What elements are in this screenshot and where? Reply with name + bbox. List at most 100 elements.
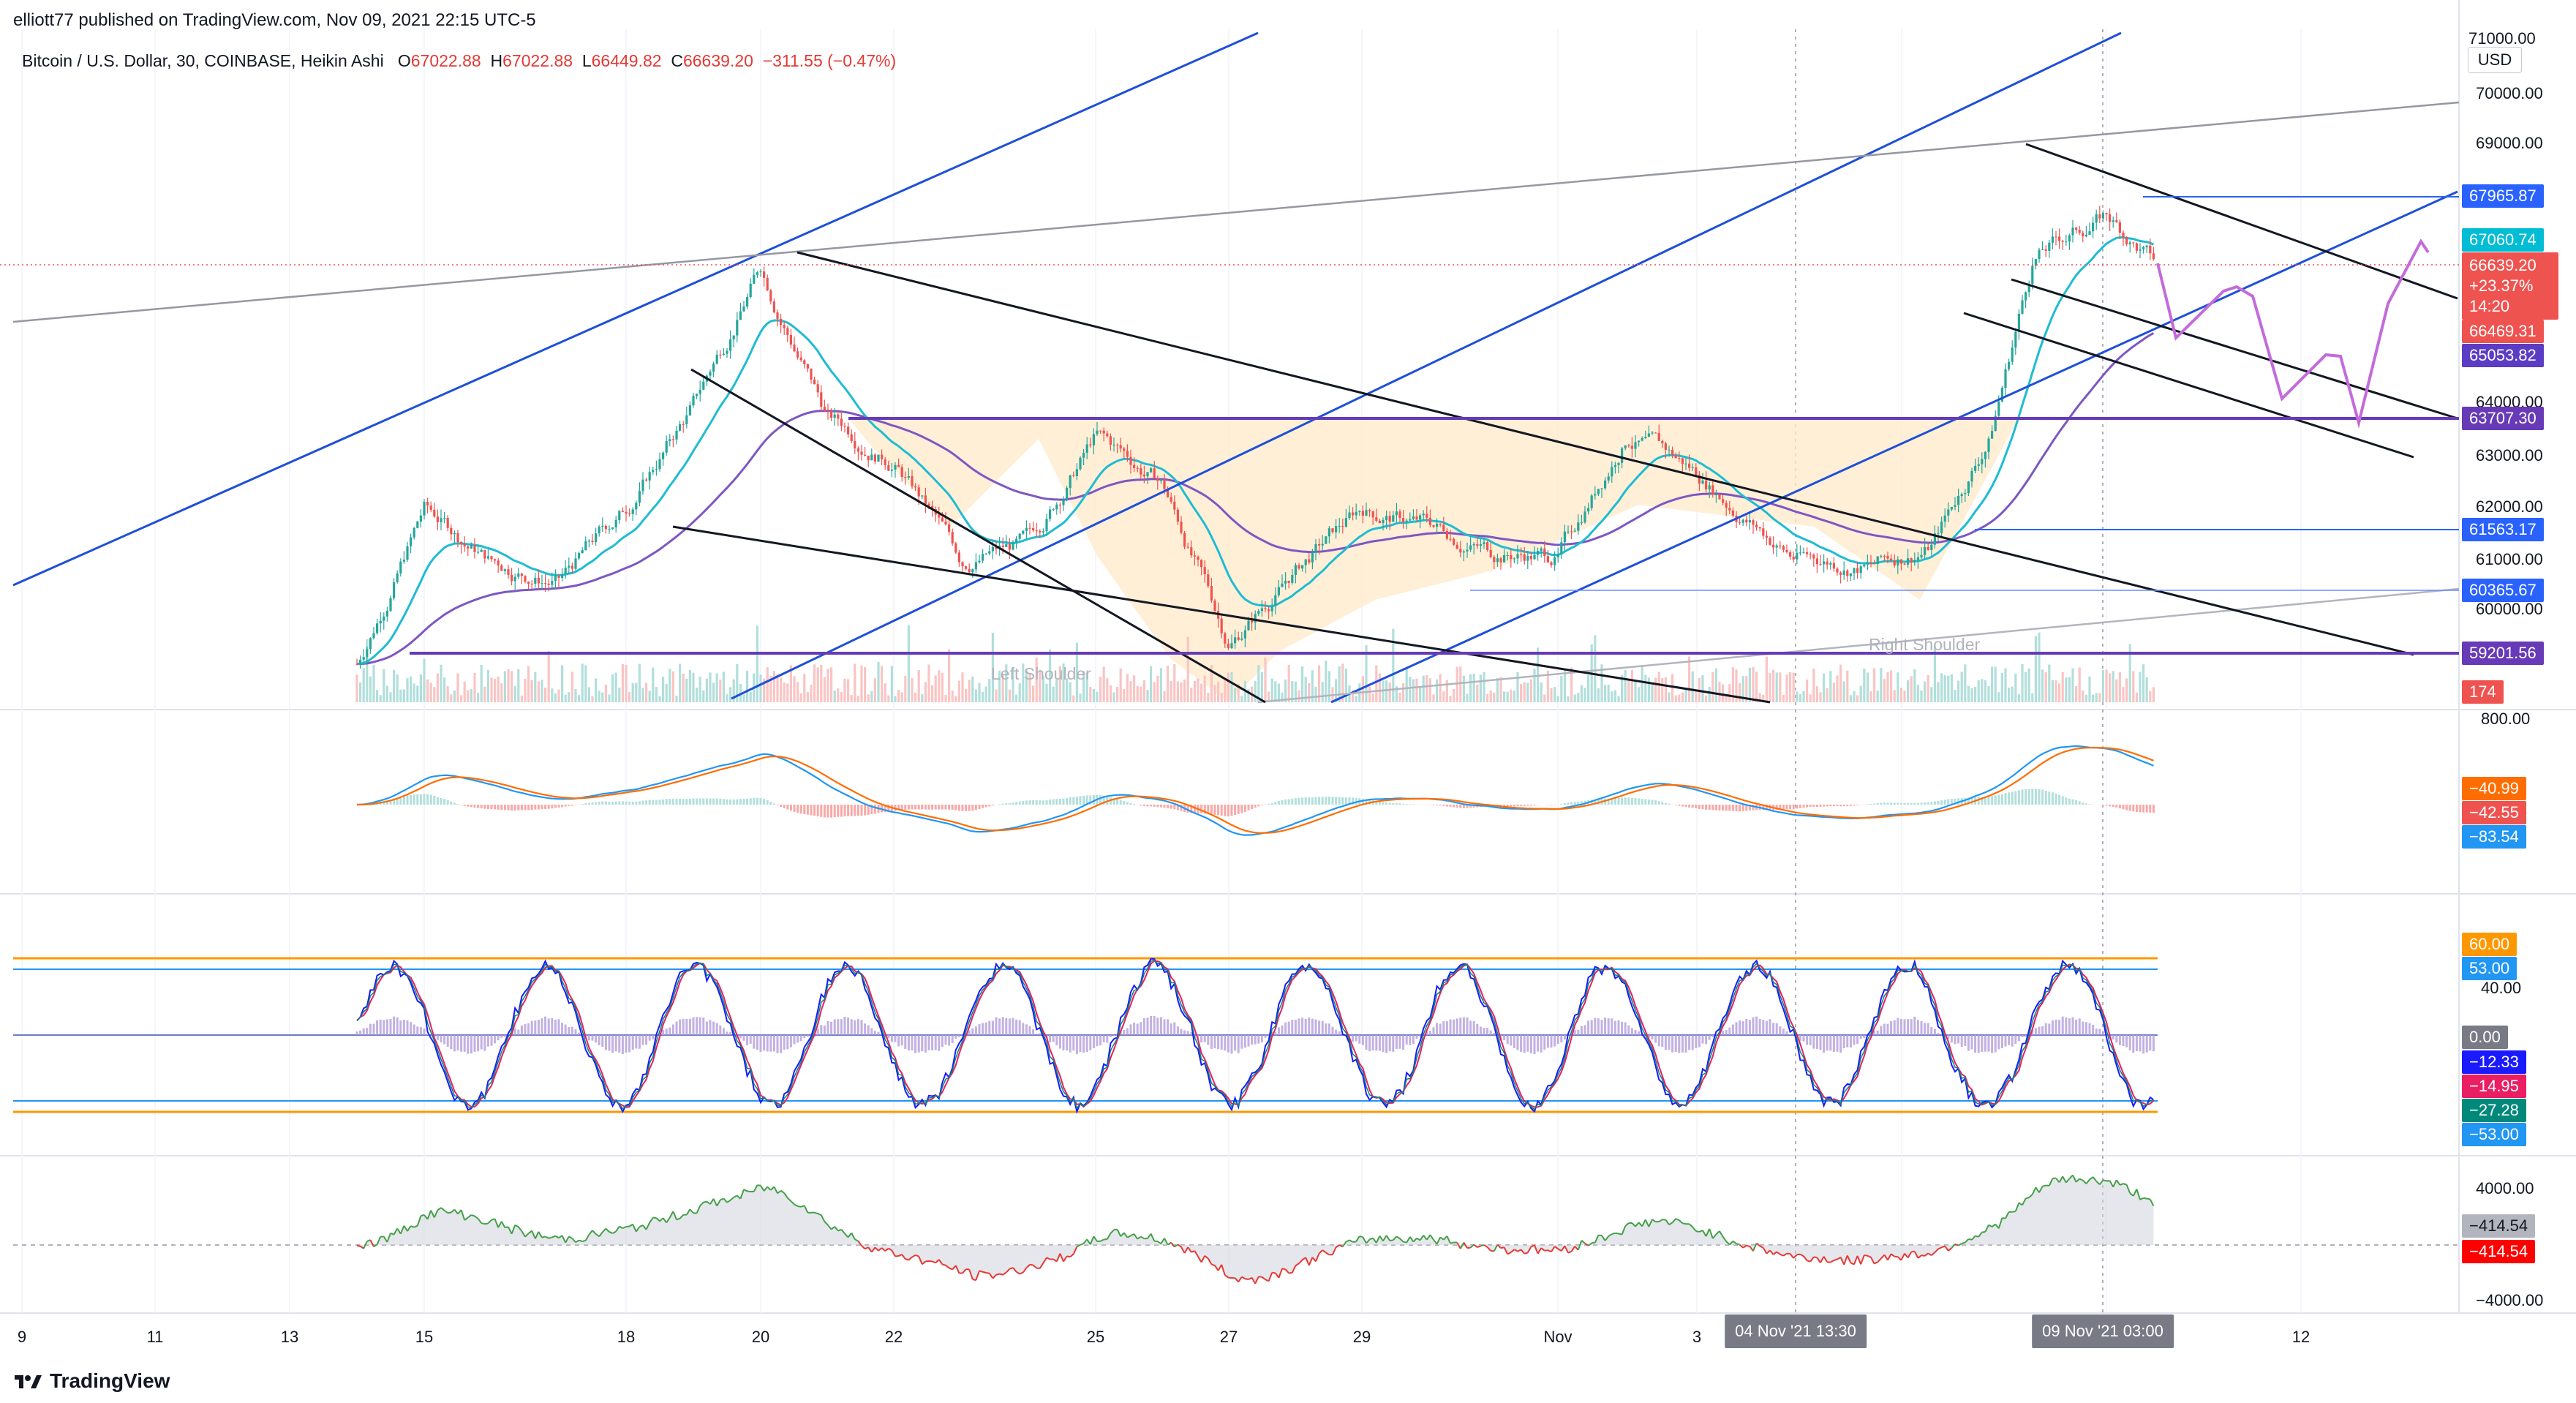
- volume-bar: [854, 663, 856, 702]
- stoch-histogram-bar: [564, 1024, 567, 1035]
- volume-bar: [766, 667, 769, 702]
- macd-histogram-bar: [1298, 797, 1300, 805]
- stoch-histogram-bar: [1815, 1035, 1818, 1049]
- stoch-histogram-bar: [1681, 1035, 1684, 1053]
- candle-body: [1109, 436, 1112, 445]
- macd-histogram-bar: [1964, 798, 1967, 805]
- volume-bar: [1355, 696, 1357, 702]
- tradingview-logo[interactable]: TradingView: [13, 1369, 170, 1393]
- ohlc-c-value: 66639.20: [682, 51, 753, 70]
- candle-body: [1661, 440, 1664, 444]
- stoch-histogram-bar: [1270, 1031, 1273, 1035]
- volume-bar: [641, 688, 644, 702]
- candle-body: [1594, 494, 1597, 496]
- volume-bar: [1462, 675, 1465, 702]
- volume-bar: [1567, 696, 1570, 702]
- currency-button[interactable]: USD: [2468, 47, 2522, 73]
- stoch-histogram-bar: [1224, 1035, 1227, 1051]
- oscillator-segment: [1843, 1255, 1848, 1265]
- stoch-histogram-bar: [1752, 1017, 1755, 1035]
- oscillator-segment: [1362, 1236, 1367, 1244]
- stoch-histogram-bar: [1533, 1035, 1536, 1055]
- stoch-histogram-bar: [568, 1027, 570, 1035]
- candle-body: [957, 552, 960, 563]
- oscillator-segment: [1705, 1228, 1711, 1237]
- candle-body: [1035, 530, 1038, 532]
- symbol-name[interactable]: Bitcoin / U.S. Dollar, 30, COINBASE, Hei…: [22, 51, 384, 70]
- volume-bar: [1422, 675, 1425, 702]
- volume-bar: [1327, 671, 1330, 702]
- oscillator-segment: [1682, 1222, 1687, 1225]
- oscillator-segment: [1423, 1235, 1428, 1241]
- oscillator-segment: [541, 1235, 546, 1238]
- macd-histogram-bar: [719, 798, 722, 805]
- candle-body: [1913, 560, 1916, 563]
- candle-body: [1028, 527, 1031, 529]
- volume-bar: [402, 689, 405, 702]
- macd-histogram-bar: [1681, 805, 1684, 807]
- candle-body: [1916, 557, 1919, 560]
- volume-bar: [652, 667, 655, 702]
- candle-body: [1499, 558, 1502, 563]
- oscillator-segment: [938, 1259, 944, 1265]
- stoch-histogram-bar: [1069, 1035, 1072, 1053]
- macd-histogram-bar: [1022, 801, 1025, 805]
- volume-bar: [1789, 672, 1792, 702]
- stoch-histogram-bar: [1671, 1035, 1674, 1053]
- volume-bar: [1880, 668, 1883, 702]
- oscillator-segment: [1958, 1243, 1962, 1246]
- oscillator-segment: [2112, 1179, 2117, 1188]
- macd-histogram-bar: [712, 798, 715, 805]
- candle-body: [1556, 553, 1559, 557]
- macd-histogram-bar: [1308, 797, 1311, 805]
- stoch-histogram-bar: [1483, 1028, 1485, 1035]
- oscillator-segment: [1900, 1253, 1905, 1261]
- stoch-histogram-bar: [1294, 1020, 1297, 1035]
- stoch-histogram-bar: [763, 1035, 766, 1051]
- macd-histogram-bar: [601, 801, 604, 805]
- volume-bar: [1647, 677, 1650, 702]
- stoch-histogram-bar: [709, 1020, 712, 1035]
- candle-body: [1304, 559, 1307, 565]
- stoch-histogram-bar: [2038, 1026, 2041, 1035]
- volume-bar: [1126, 674, 1129, 702]
- volume-bar: [1556, 696, 1559, 702]
- oscillator-segment: [421, 1214, 425, 1217]
- oscillator-segment: [471, 1214, 475, 1217]
- macd-histogram-bar: [736, 799, 739, 805]
- stoch-histogram-bar: [1510, 1035, 1513, 1046]
- volume-bar: [2044, 672, 2047, 702]
- candle-body: [995, 546, 998, 549]
- volume-bar: [1758, 693, 1761, 702]
- oscillator-segment: [1860, 1255, 1865, 1265]
- volume-bar: [1974, 686, 1977, 702]
- oscillator-segment: [726, 1199, 731, 1203]
- oscillator-segment: [1732, 1241, 1737, 1244]
- macd-histogram-bar: [1641, 799, 1643, 805]
- candle-body: [570, 565, 573, 569]
- stoch-histogram-bar: [904, 1035, 907, 1050]
- macd-histogram-bar: [867, 805, 870, 816]
- candle-body: [1146, 472, 1149, 477]
- volume-bar: [793, 676, 796, 702]
- candle-body: [1741, 519, 1744, 523]
- oscillator-segment: [1752, 1243, 1758, 1252]
- candle-body: [729, 339, 732, 351]
- volume-bar: [2125, 678, 2128, 702]
- oscillator-segment: [632, 1224, 637, 1233]
- candle-body: [873, 454, 876, 462]
- oscillator-segment: [1295, 1263, 1300, 1266]
- candle-body: [2095, 214, 2098, 223]
- stoch-histogram-bar: [1849, 1035, 1852, 1047]
- candle-body: [1352, 512, 1355, 516]
- published-line: elliott77 published on TradingView.com, …: [13, 10, 536, 30]
- volume-bar: [1671, 674, 1674, 702]
- macd-histogram-bar: [1765, 805, 1768, 810]
- candle-body: [1974, 465, 1977, 471]
- stoch-histogram-bar: [907, 1035, 910, 1051]
- candle-body: [1483, 542, 1485, 544]
- candle-body: [2055, 236, 2057, 238]
- oscillator-segment: [2115, 1179, 2121, 1186]
- oscillator-segment: [508, 1226, 513, 1235]
